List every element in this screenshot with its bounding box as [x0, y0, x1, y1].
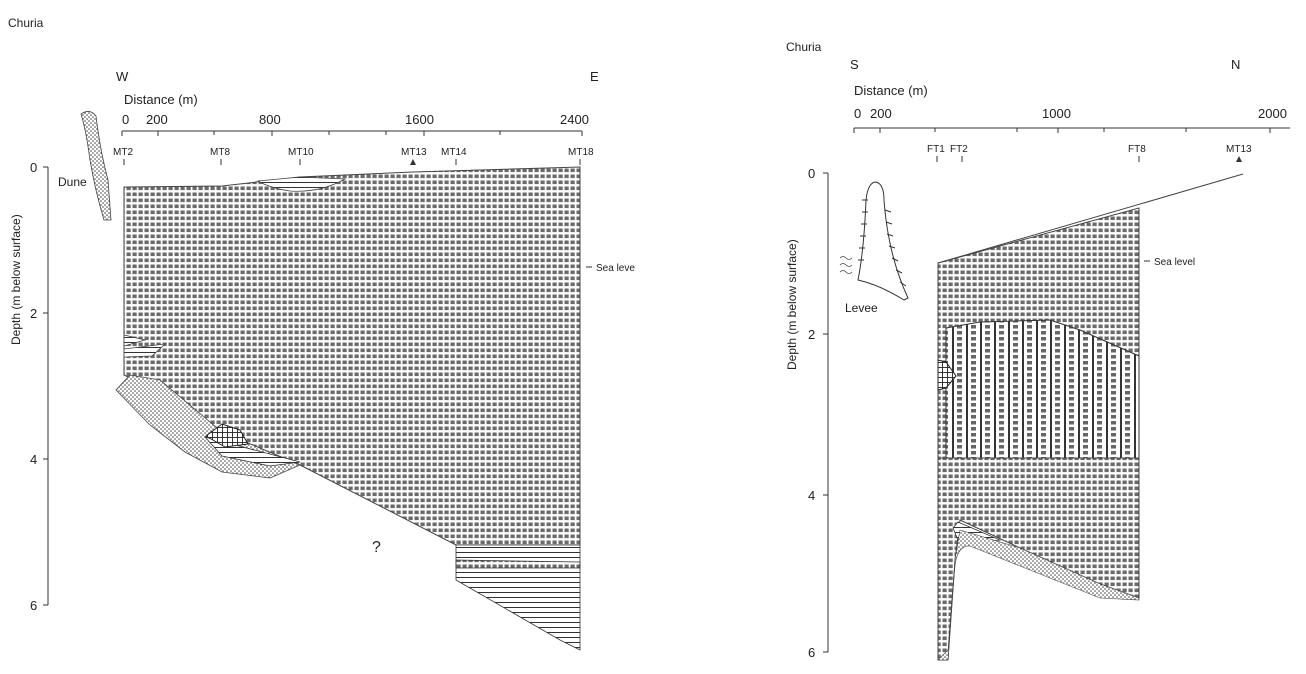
left-tick-0: 0: [122, 112, 129, 127]
left-tick-2400: 2400: [560, 112, 589, 127]
unknown-marker: ?: [372, 539, 381, 556]
left-dir-east: E: [590, 69, 599, 84]
left-lower-block: [455, 544, 581, 651]
right-site-title: Churia: [786, 40, 822, 54]
left-lower-gridband: [455, 559, 581, 569]
left-cross-patch: [205, 423, 249, 448]
left-tick-800: 800: [259, 112, 281, 127]
right-sea-level-label: Sea level: [1154, 257, 1195, 268]
dune-profile: Dune: [58, 111, 112, 221]
right-distance-label: Distance (m): [854, 83, 928, 98]
well-label: MT14: [441, 147, 467, 158]
right-depth-tick-2: 2: [808, 327, 815, 342]
right-distance-axis: 0 200 1000 2000: [853, 106, 1290, 133]
right-depth-tick-0: 0: [808, 166, 815, 181]
left-lens-mt10: [256, 176, 347, 192]
well-label: MT8: [210, 147, 230, 158]
left-distance-label: Distance (m): [124, 92, 198, 107]
right-depth-tick-6: 6: [808, 645, 815, 660]
left-depth-tick-2: 2: [30, 306, 37, 321]
left-site-title: Churia: [8, 16, 44, 30]
left-sea-level-label: Sea leve: [596, 263, 635, 274]
right-cross-patch: [937, 359, 957, 391]
right-dir-north: N: [1231, 57, 1240, 72]
right-depth-axis: 0 2 4 6 Depth (m below surface): [785, 166, 829, 660]
left-wedge: [123, 334, 167, 358]
left-tick-200: 200: [146, 112, 168, 127]
left-depth-axis: 0 2 4 6 Depth (m below surface): [9, 160, 49, 613]
well-label: FT2: [950, 144, 968, 155]
left-distance-axis: 0 200 800 1600 2400: [121, 112, 589, 136]
left-wells: MT2 MT8 MT10 MT13 MT14 MT18: [113, 147, 594, 165]
left-main-body: [123, 166, 581, 546]
levee-profile: Levee: [839, 181, 909, 315]
well-label: MT18: [568, 147, 594, 158]
well-label: MT10: [288, 147, 314, 158]
well-label: MT2: [113, 147, 133, 158]
left-depth-tick-4: 4: [30, 452, 37, 467]
left-depth-tick-0: 0: [30, 160, 37, 175]
right-tick-1000: 1000: [1042, 106, 1071, 121]
right-sand-base: [937, 529, 1140, 661]
right-dir-south: S: [850, 57, 859, 72]
left-depth-tick-6: 6: [30, 598, 37, 613]
right-wells: FT1 FT2 FT8 MT13: [927, 144, 1252, 162]
left-panel: Churia W E Distance (m) 0 200 800 1600 2…: [8, 16, 635, 651]
well-label: FT1: [927, 144, 945, 155]
well-label: MT13: [1226, 144, 1252, 155]
right-tick-2000: 2000: [1258, 106, 1287, 121]
well-label: FT8: [1128, 144, 1146, 155]
right-depth-label: Depth (m below surface): [785, 239, 799, 370]
left-tick-1600: 1600: [405, 112, 434, 127]
dune-label: Dune: [58, 175, 87, 189]
well-label: MT13: [401, 147, 427, 158]
right-tick-0: 0: [854, 106, 861, 121]
right-tick-200: 200: [870, 106, 892, 121]
right-depth-tick-4: 4: [808, 488, 815, 503]
left-depth-label: Depth (m below surface): [9, 214, 23, 345]
levee-label: Levee: [845, 301, 878, 315]
right-panel: Churia S N Distance (m) 0 200 1000 2000 …: [785, 40, 1290, 661]
left-dir-west: W: [116, 69, 129, 84]
